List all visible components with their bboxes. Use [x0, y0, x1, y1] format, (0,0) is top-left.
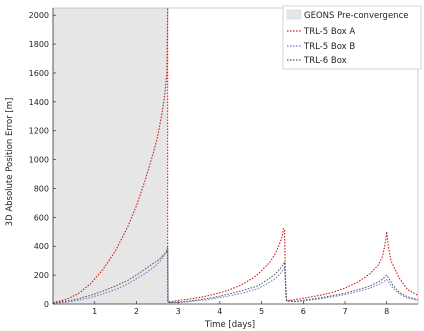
ticks-layer: 1 2 3 4 5 6 7 8 0 200 400 600 800 1000 1200 1400 1600 180… — [29, 11, 390, 316]
y-tick-label: 800 — [34, 184, 49, 193]
y-tick-label: 600 — [34, 213, 49, 222]
x-tick-label: 7 — [342, 307, 347, 316]
x-tick-label: 2 — [134, 307, 139, 316]
x-tick-label: 4 — [217, 307, 222, 316]
y-tick-label: 1600 — [29, 69, 49, 78]
y-tick-label: 1400 — [29, 98, 49, 107]
y-tick-label: 1800 — [29, 40, 49, 49]
y-tick-label: 1000 — [29, 156, 49, 165]
x-tick-label: 3 — [176, 307, 181, 316]
legend-box — [282, 5, 422, 70]
legend: GEONS Pre-convergence TRL-5 Box A TRL-5 … — [282, 5, 422, 70]
shade-layer — [53, 8, 168, 304]
series-line-1 — [52, 245, 419, 304]
shaded-region — [53, 8, 168, 304]
x-tick-label: 5 — [259, 307, 264, 316]
x-tick-label: 8 — [384, 307, 389, 316]
series-line-2 — [52, 248, 419, 304]
x-tick-label: 6 — [301, 307, 306, 316]
x-axis-label: Time [days] — [204, 320, 255, 330]
legend-label-series-2: TRL-6 Box — [303, 56, 347, 66]
legend-swatch-shade — [286, 9, 302, 20]
x-tick-label: 1 — [92, 307, 97, 316]
y-axis-label: 3D Absolute Position Error [m] — [5, 98, 15, 227]
y-tick-label: 0 — [44, 300, 49, 309]
legend-label-shade: GEONS Pre-convergence — [304, 11, 408, 21]
y-tick-label: 400 — [34, 242, 49, 251]
y-tick-label: 200 — [34, 271, 49, 280]
series-layer — [52, 7, 419, 304]
y-tick-label: 1200 — [29, 127, 49, 136]
legend-label-series-0: TRL-5 Box A — [303, 27, 355, 37]
y-tick-label: 2000 — [29, 11, 49, 20]
series-line-0 — [52, 7, 419, 304]
legend-label-series-1: TRL-5 Box B — [303, 42, 355, 52]
